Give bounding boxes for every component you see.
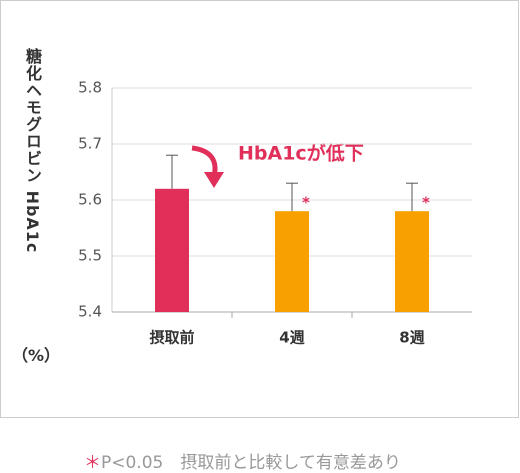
- annotation: HbA1cが低下: [238, 142, 364, 165]
- footnote: ＊P<0.05 摂取前と比較して有意差あり: [84, 448, 401, 473]
- significance-marker: *: [422, 194, 430, 212]
- footnote-marker: ＊: [84, 453, 101, 473]
- chart-frame: [0, 0, 519, 418]
- y-tick-label: 5.8: [78, 79, 102, 97]
- bar: [395, 211, 429, 312]
- footnote-text: P<0.05 摂取前と比較して有意差あり: [101, 453, 401, 473]
- significance-marker: *: [302, 194, 310, 212]
- y-tick-label: 5.6: [78, 191, 102, 209]
- bar: [155, 188, 189, 312]
- y-axis-unit: （%）: [12, 346, 61, 365]
- y-tick-label: 5.7: [78, 135, 102, 153]
- bar: [275, 211, 309, 312]
- annotation-arrow: [191, 145, 218, 177]
- x-tick-label: 摂取前: [149, 329, 194, 347]
- y-tick-label: 5.4: [78, 303, 102, 321]
- x-tick-label: 4週: [279, 329, 304, 347]
- x-tick-label: 8週: [399, 329, 424, 347]
- y-tick-label: 5.5: [78, 247, 102, 265]
- y-axis-label: 糖化ヘモグロビン HbA1c: [23, 48, 42, 254]
- annotation-arrow-head: [204, 172, 224, 188]
